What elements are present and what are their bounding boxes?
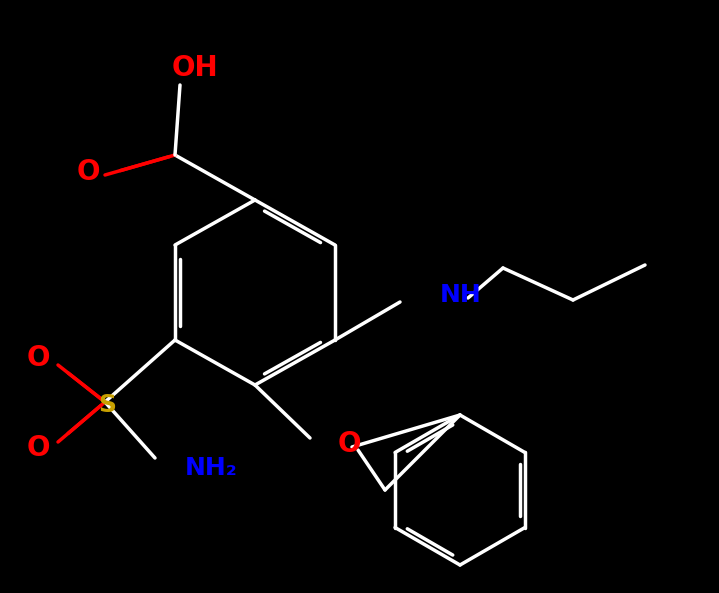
Text: OH: OH	[172, 54, 219, 82]
Text: NH: NH	[440, 283, 482, 307]
Text: O: O	[27, 434, 50, 462]
Text: NH₂: NH₂	[185, 456, 238, 480]
Text: O: O	[338, 430, 362, 458]
Text: O: O	[76, 158, 100, 186]
Text: O: O	[27, 344, 50, 372]
Text: S: S	[98, 393, 116, 417]
